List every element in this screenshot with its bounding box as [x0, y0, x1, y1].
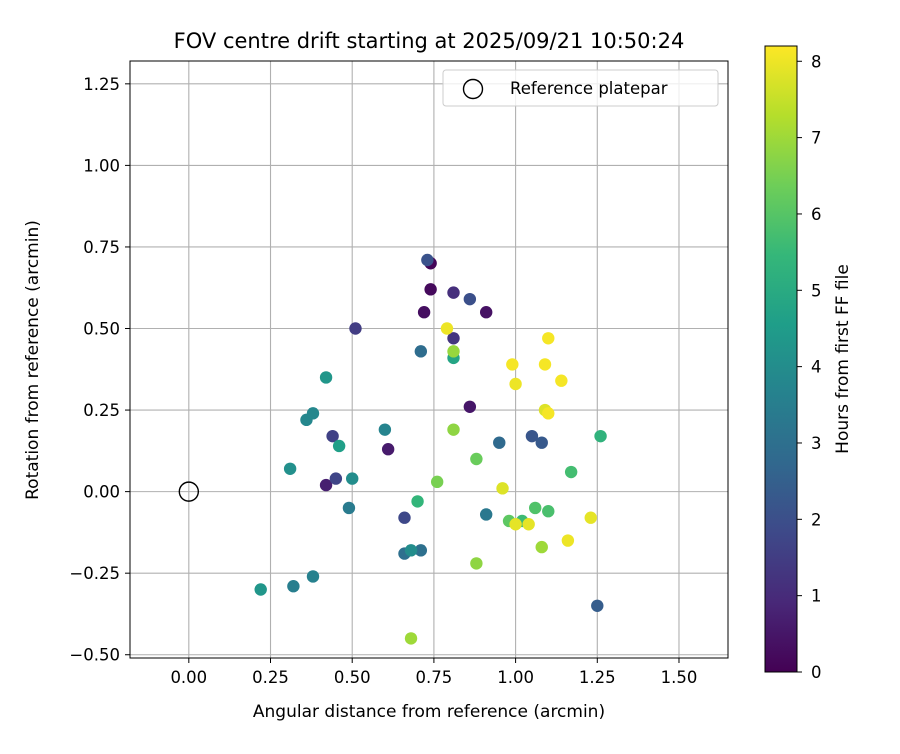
- x-tick-label: 1.25: [579, 668, 616, 687]
- y-tick-label: −0.50: [69, 646, 120, 665]
- scatter-point: [319, 371, 333, 384]
- colorbar: 0 1 2 3 4 5 6 7 8 Hours from first FF file: [764, 45, 853, 682]
- x-axis-label: Angular distance from reference (arcmin): [253, 702, 605, 722]
- scatter-point: [542, 332, 555, 345]
- scatter-point: [332, 439, 346, 453]
- scatter-point: [447, 345, 460, 358]
- y-tick-label: 0.50: [83, 320, 120, 339]
- legend-entry-reference: Reference platepar: [510, 79, 668, 98]
- colorbar-gradient: [764, 45, 798, 673]
- scatter-point: [470, 452, 483, 466]
- scatter-point: [591, 599, 604, 613]
- colorbar-tick-label: 6: [811, 205, 822, 224]
- scatter-point: [535, 540, 548, 554]
- colorbar-tick-label: 7: [811, 129, 822, 148]
- y-tick-label: 0.75: [83, 238, 120, 257]
- scatter-point: [447, 423, 460, 436]
- scatter-point: [584, 511, 597, 524]
- x-tick-label: 0.00: [170, 668, 207, 687]
- scatter-point: [470, 557, 483, 570]
- colorbar-tick-label: 4: [811, 358, 822, 377]
- scatter-point: [398, 511, 411, 524]
- scatter-point: [463, 400, 477, 414]
- scatter-point: [404, 632, 418, 645]
- scatter-point: [555, 374, 568, 387]
- x-tick-label: 0.75: [416, 668, 453, 687]
- scatter-point: [346, 472, 359, 485]
- chart-title: FOV centre drift starting at 2025/09/21 …: [174, 29, 685, 53]
- scatter-point: [283, 462, 297, 475]
- x-tick-label: 0.50: [334, 668, 371, 687]
- scatter-point: [522, 518, 535, 531]
- scatter-point: [430, 475, 444, 489]
- colorbar-label: Hours from first FF file: [833, 264, 853, 454]
- scatter-point: [463, 292, 477, 306]
- colorbar-tick-label: 0: [811, 663, 822, 682]
- scatter-point: [411, 495, 424, 508]
- scatter-point: [326, 429, 339, 443]
- scatter-point: [542, 407, 555, 420]
- colorbar-ticks: 0 1 2 3 4 5 6 7 8: [797, 52, 822, 682]
- scatter-point: [421, 253, 434, 267]
- scatter-point: [349, 322, 362, 335]
- x-axis-ticks: 0.00 0.25 0.50 0.75 1.00 1.25 1.50: [170, 658, 697, 687]
- y-axis-label: Rotation from reference (arcmin): [23, 220, 43, 500]
- scatter-point: [447, 286, 460, 299]
- scatter-point: [479, 305, 493, 319]
- scatter-point: [493, 436, 506, 449]
- y-tick-label: 1.25: [83, 75, 120, 94]
- scatter-point: [509, 518, 522, 531]
- scatter-point: [564, 465, 578, 479]
- scatter-point: [381, 443, 395, 456]
- scatter-point: [287, 580, 300, 593]
- scatter-point: [404, 544, 418, 557]
- y-tick-label: 0.25: [83, 401, 120, 420]
- scatter-point: [440, 322, 454, 335]
- scatter-point: [414, 345, 428, 358]
- scatter-point: [254, 583, 267, 596]
- scatter-point: [538, 358, 552, 371]
- y-axis-ticks: −0.50 −0.25 0.00 0.25 0.50 0.75 1.00 1.25: [69, 75, 130, 665]
- scatter-point: [496, 482, 509, 495]
- plot-frame: [129, 60, 729, 659]
- reference-platepar-marker: [178, 481, 200, 502]
- y-tick-label: −0.25: [69, 564, 120, 583]
- colorbar-tick-label: 1: [811, 587, 822, 606]
- scatter-point: [378, 423, 392, 436]
- scatter-point: [535, 436, 548, 449]
- scatter-point: [306, 407, 320, 420]
- scatter-point: [479, 508, 493, 521]
- scatter-point: [506, 358, 519, 371]
- scatter-point: [525, 429, 539, 443]
- y-tick-label: 0.00: [83, 483, 120, 502]
- scatter-point: [329, 472, 343, 485]
- colorbar-tick-label: 5: [811, 281, 822, 300]
- scatter-point: [447, 332, 460, 345]
- plot-area: [130, 61, 728, 658]
- y-tick-label: 1.00: [83, 156, 120, 175]
- colorbar-tick-label: 2: [811, 510, 822, 529]
- scatter-point: [594, 429, 607, 443]
- scatter-point: [561, 534, 575, 547]
- scatter-point: [414, 544, 428, 557]
- scatter-point: [342, 501, 356, 515]
- legend-reference-marker: [462, 78, 484, 100]
- colorbar-tick-label: 3: [811, 434, 822, 453]
- scatter-points: [178, 253, 607, 645]
- scatter-point: [542, 504, 555, 518]
- scatter-point: [417, 305, 431, 319]
- scatter-point: [424, 283, 437, 296]
- scatter-point: [509, 377, 522, 391]
- legend-box: [442, 69, 719, 107]
- scatter-point: [529, 501, 542, 515]
- scatter-point: [306, 570, 320, 583]
- colorbar-tick-label: 8: [811, 52, 822, 71]
- scatter-point: [319, 478, 333, 492]
- x-tick-label: 1.50: [661, 668, 698, 687]
- x-tick-label: 0.25: [252, 668, 289, 687]
- legend: Reference platepar: [442, 69, 719, 107]
- x-tick-label: 1.00: [497, 668, 534, 687]
